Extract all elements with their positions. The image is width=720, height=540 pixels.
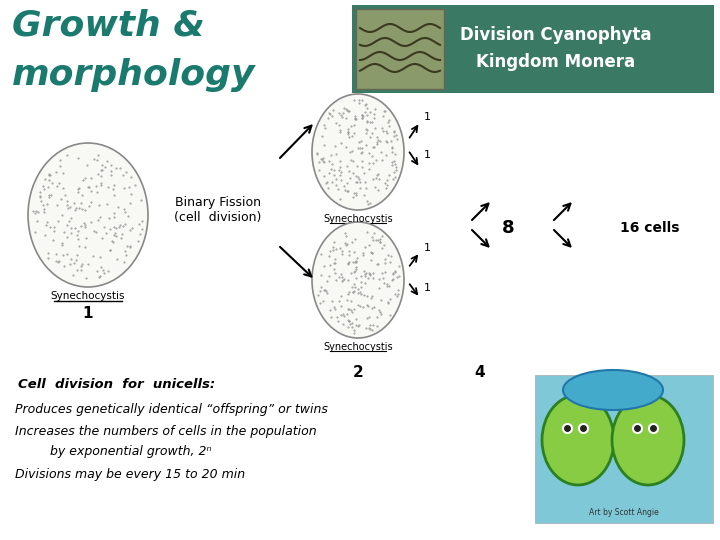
Ellipse shape: [312, 222, 404, 338]
Text: 1: 1: [424, 283, 431, 293]
Text: morphology: morphology: [12, 58, 256, 92]
Ellipse shape: [563, 370, 663, 410]
Text: 2: 2: [353, 365, 364, 380]
Text: Growth &: Growth &: [12, 8, 205, 42]
Text: Binary Fission
(cell  division): Binary Fission (cell division): [174, 196, 261, 224]
Text: Divisions may be every 15 to 20 min: Divisions may be every 15 to 20 min: [15, 468, 245, 481]
FancyBboxPatch shape: [535, 375, 713, 523]
Text: 8: 8: [502, 219, 514, 237]
Text: Cell  division  for  unicells:: Cell division for unicells:: [18, 378, 215, 391]
FancyBboxPatch shape: [356, 9, 444, 89]
Text: Kingdom Monera: Kingdom Monera: [477, 53, 636, 71]
Text: Synechocystis: Synechocystis: [323, 342, 393, 352]
Text: 1: 1: [424, 112, 431, 122]
Ellipse shape: [542, 395, 614, 485]
Ellipse shape: [612, 395, 684, 485]
Text: by exponential growth, 2ⁿ: by exponential growth, 2ⁿ: [50, 445, 212, 458]
Ellipse shape: [312, 94, 404, 210]
Text: Increases the numbers of cells in the population: Increases the numbers of cells in the po…: [15, 425, 317, 438]
Text: 4: 4: [474, 365, 485, 380]
FancyBboxPatch shape: [352, 5, 714, 93]
Text: 1: 1: [424, 243, 431, 253]
Text: 1: 1: [83, 306, 94, 321]
Text: Art by Scott Angie: Art by Scott Angie: [589, 508, 659, 517]
Ellipse shape: [28, 143, 148, 287]
Text: Division Cyanophyta: Division Cyanophyta: [460, 26, 652, 44]
Text: Produces genetically identical “offspring” or twins: Produces genetically identical “offsprin…: [15, 403, 328, 416]
Text: Synechocystis: Synechocystis: [50, 291, 125, 301]
Text: 1: 1: [424, 150, 431, 160]
Text: Synechocystis: Synechocystis: [323, 214, 393, 224]
Text: 16 cells: 16 cells: [620, 221, 680, 235]
